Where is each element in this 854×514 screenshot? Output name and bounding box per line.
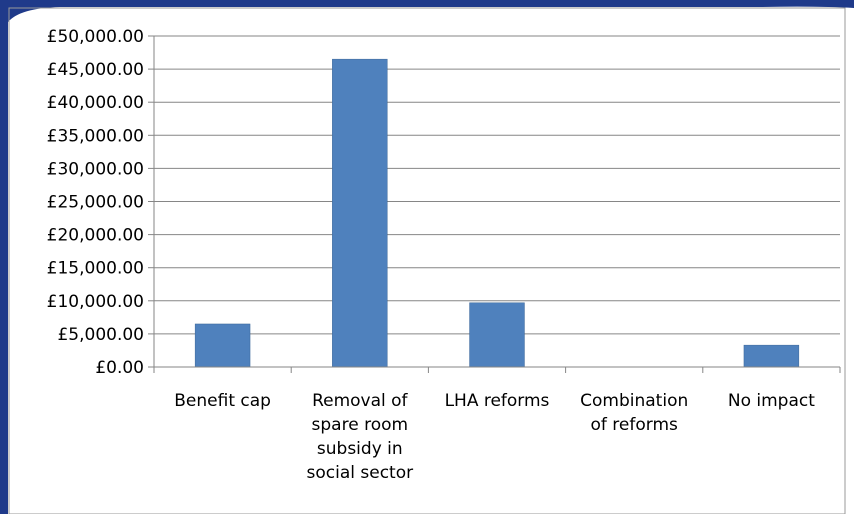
y-tick-label: £50,000.00 bbox=[47, 27, 144, 47]
x-category-label-line: of reforms bbox=[591, 415, 679, 435]
y-tick-label: £10,000.00 bbox=[47, 292, 144, 312]
chart-border bbox=[8, 7, 846, 514]
x-category-label-line: LHA reforms bbox=[445, 391, 550, 411]
bar bbox=[194, 323, 251, 368]
x-axis-category-labels: Benefit cap Removal of spare room subsidy i… bbox=[174, 391, 815, 483]
y-tick-label: £45,000.00 bbox=[47, 60, 144, 80]
x-category-label: Combination of reforms bbox=[580, 391, 688, 435]
y-tick-label: £35,000.00 bbox=[47, 126, 144, 146]
bar bbox=[743, 344, 800, 368]
y-tick-label: £0.00 bbox=[95, 358, 144, 378]
grid-lines bbox=[154, 35, 840, 335]
x-category-label-line: No impact bbox=[728, 391, 815, 411]
x-category-label: No impact bbox=[728, 391, 815, 411]
y-tick-label: £40,000.00 bbox=[47, 93, 144, 113]
axes bbox=[148, 35, 841, 373]
bar bbox=[332, 58, 388, 368]
bars bbox=[194, 58, 800, 368]
x-category-label-line: Combination bbox=[580, 391, 688, 411]
x-category-label-line: subsidy in bbox=[317, 439, 403, 459]
x-category-label: Benefit cap bbox=[174, 391, 271, 411]
y-tick-label: £30,000.00 bbox=[47, 159, 144, 179]
y-tick-label: £20,000.00 bbox=[47, 226, 144, 246]
y-axis-tick-labels: £0.00 £5,000.00 £10,000.00 £15,000.00 £20,00… bbox=[47, 27, 144, 378]
x-category-label-line: Benefit cap bbox=[174, 391, 271, 411]
x-category-label-line: Removal of bbox=[312, 391, 408, 411]
x-category-label-line: spare room bbox=[312, 415, 409, 435]
y-tick-label: £15,000.00 bbox=[47, 259, 144, 279]
x-category-label: Removal of spare room subsidy in social sec… bbox=[307, 391, 414, 483]
y-tick-label: £25,000.00 bbox=[47, 193, 144, 213]
bar bbox=[469, 302, 525, 368]
x-category-label: LHA reforms bbox=[445, 391, 550, 411]
x-category-label-line: social sector bbox=[307, 463, 414, 483]
y-tick-label: £5,000.00 bbox=[57, 325, 144, 345]
